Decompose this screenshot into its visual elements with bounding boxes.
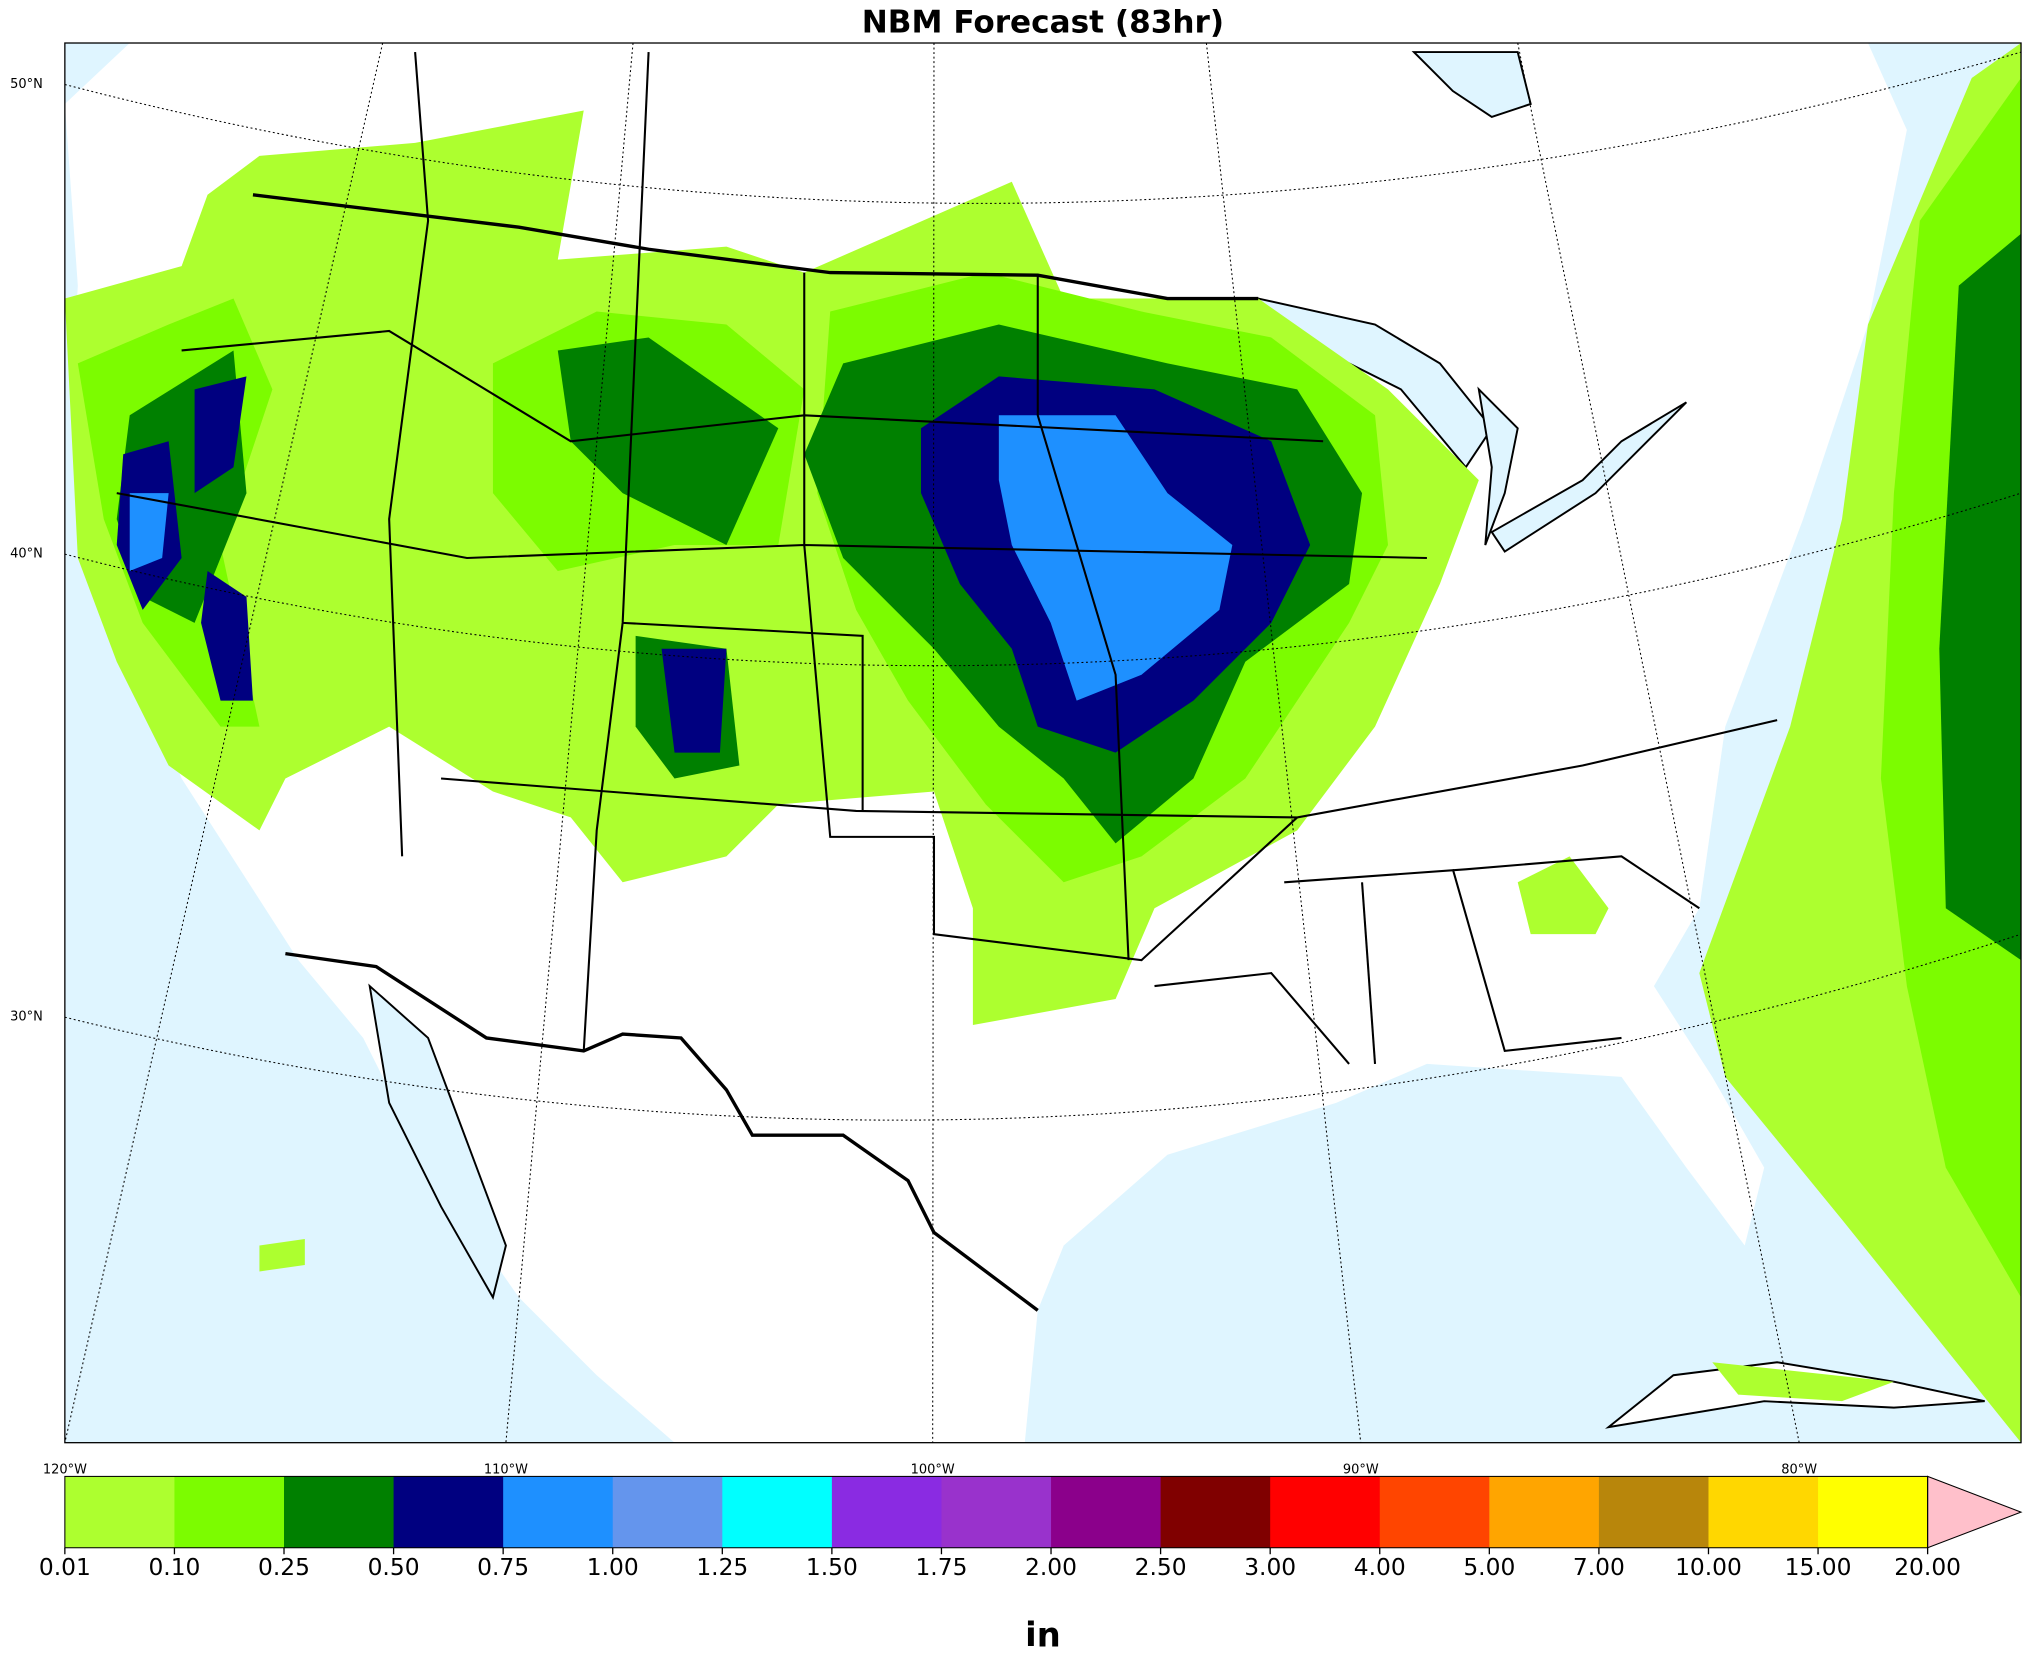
- gulf-of-california: [368, 983, 507, 1300]
- lake: [1411, 51, 1532, 119]
- colorbar: 0.01 0.10 0.25 0.50 0.75 1.00 1.25 1.50 1.75 2.00…: [39, 1475, 2023, 1581]
- colorbar-segment: [1598, 1476, 1710, 1548]
- title: NBM Forecast (83hr): [862, 5, 1224, 41]
- colorbar-extend: [1927, 1475, 2023, 1549]
- precip-area: [201, 570, 253, 701]
- colorbar-segment: [1051, 1476, 1162, 1548]
- colorbar-label: 2.00: [1025, 1553, 1077, 1581]
- precip-area: [129, 493, 169, 571]
- lon-label: 80°W: [1781, 1462, 1817, 1477]
- colorbar-label: 1.00: [587, 1553, 639, 1581]
- colorbar-segment: [831, 1476, 943, 1548]
- colorbar-label: 1.75: [915, 1553, 967, 1581]
- precip-area: [557, 337, 779, 546]
- colorbar-segment: [1270, 1476, 1381, 1548]
- colorbar-segment: [64, 1476, 176, 1548]
- precip-area: [1517, 856, 1609, 935]
- colorbar-label: 5.00: [1463, 1553, 1515, 1581]
- colorbar-segment: [174, 1476, 285, 1548]
- colorbar-label: 10.00: [1675, 1553, 1742, 1581]
- precip-area: [1712, 1362, 1894, 1402]
- colorbar-label: 1.50: [806, 1553, 858, 1581]
- colorbar-frame: [64, 1475, 1929, 1549]
- lake: [1477, 386, 1519, 546]
- precip-area: [1939, 233, 2022, 961]
- colorbar-segment: [1818, 1476, 1929, 1548]
- colorbar-label: 0.50: [368, 1553, 420, 1581]
- lon-label: 120°W: [43, 1462, 87, 1477]
- colorbar-label: 20.00: [1894, 1553, 1961, 1581]
- colorbar-label: 0.25: [258, 1553, 310, 1581]
- lon-label: 110°W: [484, 1462, 528, 1477]
- colorbar-label: 3.00: [1244, 1553, 1296, 1581]
- axis-labels: 50°N 40°N 30°N 120°W 110°W 100°W 90°W 80°W: [10, 77, 1817, 1477]
- borders: [116, 52, 1778, 1312]
- lat-label: 40°N: [10, 547, 43, 562]
- colorbar-segment: [503, 1476, 614, 1548]
- lake: [1490, 401, 1688, 553]
- precip-area: [661, 648, 727, 753]
- colorbar-label: 2.50: [1135, 1553, 1187, 1581]
- graticule: [64, 42, 2022, 1443]
- colorbar-segment: [722, 1476, 833, 1548]
- colorbar-unit: in: [1025, 1616, 1061, 1655]
- lat-label: 30°N: [10, 1010, 43, 1025]
- colorbar-label: 1.25: [696, 1553, 748, 1581]
- colorbar-label: 0.10: [148, 1553, 200, 1581]
- colorbar-segment: [1160, 1476, 1271, 1548]
- colorbar-label: 15.00: [1785, 1553, 1852, 1581]
- map-frame: [64, 42, 2022, 1444]
- colorbar-label: 0.01: [39, 1553, 91, 1581]
- precip-area: [998, 415, 1233, 701]
- precip-area: [259, 1239, 305, 1272]
- precip-layer: [64, 43, 2022, 1443]
- lat-label: 50°N: [10, 77, 43, 92]
- colorbar-segment: [284, 1476, 395, 1548]
- lon-label: 90°W: [1343, 1462, 1379, 1477]
- colorbar-segment: [1379, 1476, 1490, 1548]
- lon-label: 100°W: [911, 1462, 955, 1477]
- colorbar-segment: [1489, 1476, 1600, 1548]
- colorbar-segment: [612, 1476, 723, 1548]
- precip-area: [194, 376, 247, 494]
- colorbar-segment: [393, 1476, 504, 1548]
- colorbar-label: 0.75: [477, 1553, 529, 1581]
- colorbar-label: 4.00: [1354, 1553, 1406, 1581]
- colorbar-segment: [941, 1476, 1052, 1548]
- colorbar-label: 7.00: [1573, 1553, 1625, 1581]
- map: [64, 42, 2022, 1444]
- colorbar-segment: [1708, 1476, 1819, 1548]
